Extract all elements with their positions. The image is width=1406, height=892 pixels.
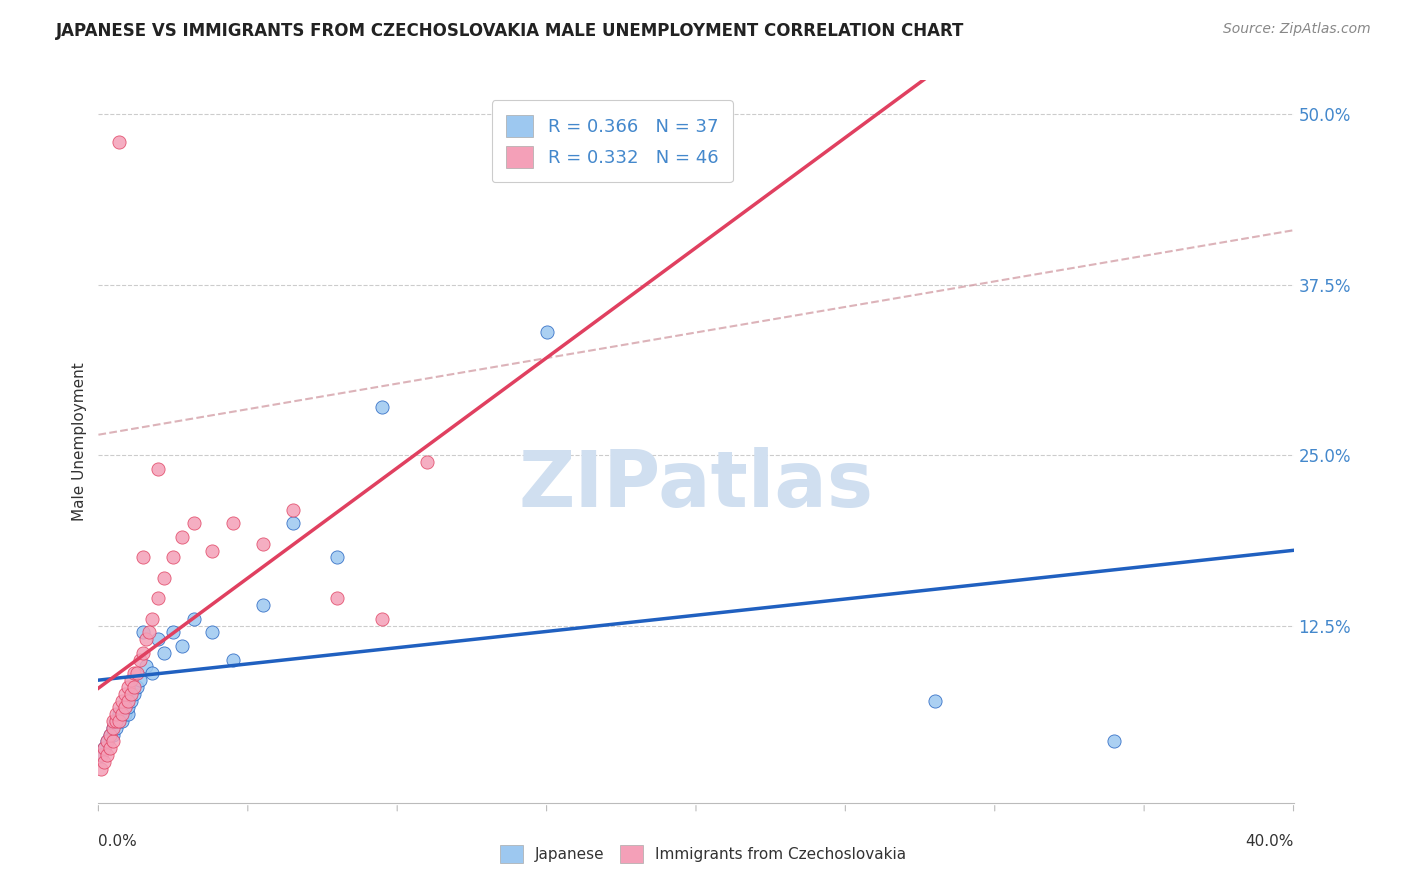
Point: [90, 748, 112, 763]
Point: [103, 721, 125, 735]
Point: [111, 714, 134, 728]
Text: 40.0%: 40.0%: [1246, 834, 1294, 849]
Point: [132, 646, 155, 660]
Point: [117, 707, 139, 722]
Point: [371, 612, 394, 626]
Point: [103, 714, 125, 728]
Point: [96, 748, 118, 763]
Point: [98, 728, 122, 742]
Point: [281, 516, 304, 531]
Point: [281, 502, 304, 516]
Point: [111, 693, 134, 707]
Text: ZIPatlas: ZIPatlas: [519, 447, 873, 523]
Point: [172, 639, 194, 653]
Text: JAPANESE VS IMMIGRANTS FROM CZECHOSLOVAKIA MALE UNEMPLOYMENT CORRELATION CHART: JAPANESE VS IMMIGRANTS FROM CZECHOSLOVAK…: [56, 22, 965, 40]
Point: [98, 741, 122, 756]
Point: [416, 455, 439, 469]
Point: [141, 612, 163, 626]
Point: [172, 530, 194, 544]
Text: Source: ZipAtlas.com: Source: ZipAtlas.com: [1223, 22, 1371, 37]
Point: [153, 646, 176, 660]
Point: [201, 543, 224, 558]
Y-axis label: Male Unemployment: Male Unemployment: [72, 362, 87, 521]
Point: [222, 653, 245, 667]
Point: [148, 591, 170, 606]
Point: [96, 734, 118, 748]
Point: [924, 693, 946, 707]
Point: [114, 687, 136, 701]
Point: [111, 707, 134, 722]
Point: [536, 326, 558, 340]
Point: [162, 625, 184, 640]
Point: [371, 401, 394, 415]
Point: [98, 728, 122, 742]
Point: [120, 687, 142, 701]
Point: [252, 598, 274, 612]
Point: [120, 693, 142, 707]
Point: [127, 680, 149, 694]
Point: [127, 666, 149, 681]
Point: [201, 625, 224, 640]
Point: [108, 707, 131, 722]
Point: [183, 612, 205, 626]
Point: [326, 591, 349, 606]
Point: [252, 537, 274, 551]
Point: [132, 625, 155, 640]
Point: [103, 721, 125, 735]
Point: [124, 687, 146, 701]
Point: [326, 550, 349, 565]
Point: [129, 673, 152, 687]
Point: [103, 734, 125, 748]
Point: [162, 550, 184, 565]
Point: [105, 714, 128, 728]
Point: [105, 707, 128, 722]
Point: [120, 673, 142, 687]
Point: [96, 734, 118, 748]
Point: [90, 748, 112, 763]
Point: [108, 714, 131, 728]
Point: [1104, 734, 1126, 748]
Point: [114, 707, 136, 722]
Point: [124, 666, 146, 681]
Point: [108, 714, 131, 728]
Point: [124, 680, 146, 694]
Point: [132, 550, 155, 565]
Point: [153, 571, 176, 585]
Legend: Japanese, Immigrants from Czechoslovakia: Japanese, Immigrants from Czechoslovakia: [492, 837, 914, 871]
Point: [114, 700, 136, 714]
Point: [108, 700, 131, 714]
Point: [111, 707, 134, 722]
Point: [117, 693, 139, 707]
Point: [93, 741, 115, 756]
Point: [135, 632, 157, 647]
Point: [138, 625, 160, 640]
Point: [90, 762, 112, 776]
Point: [141, 666, 163, 681]
Point: [129, 653, 152, 667]
Point: [117, 700, 139, 714]
Point: [105, 714, 128, 728]
Point: [117, 680, 139, 694]
Point: [93, 755, 115, 769]
Point: [93, 741, 115, 756]
Point: [114, 700, 136, 714]
Legend: R = 0.366   N = 37, R = 0.332   N = 46: R = 0.366 N = 37, R = 0.332 N = 46: [492, 100, 733, 182]
Text: 0.0%: 0.0%: [98, 834, 138, 849]
Point: [148, 462, 170, 476]
Point: [148, 632, 170, 647]
Point: [108, 135, 131, 149]
Point: [105, 721, 128, 735]
Point: [103, 728, 125, 742]
Point: [222, 516, 245, 531]
Point: [135, 659, 157, 673]
Point: [183, 516, 205, 531]
